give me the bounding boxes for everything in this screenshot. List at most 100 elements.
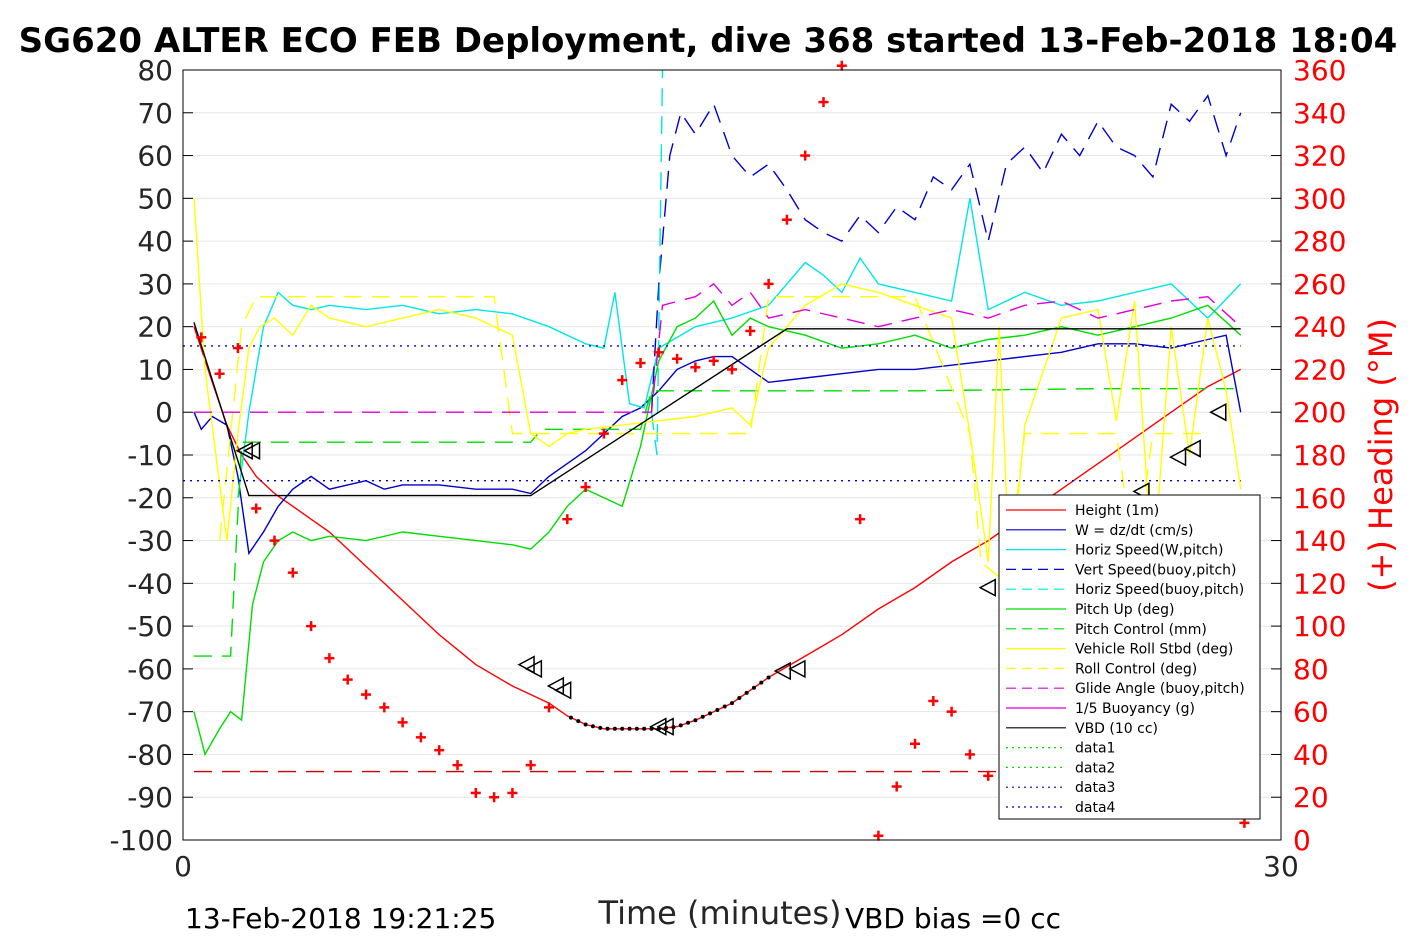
right-tick-label: 80 [1293, 653, 1329, 686]
triangle-markers [235, 402, 1227, 736]
triangle-marker [554, 681, 572, 700]
right-tick-label: 300 [1293, 182, 1346, 215]
triangle-marker [788, 659, 806, 679]
triangle-marker [1183, 439, 1201, 458]
series-line [237, 198, 1242, 498]
legend: Height (1m) W = dz/dt (cm/s) Horiz Speed(W… [998, 494, 1261, 820]
legend-label: Pitch Control (mm) [1075, 622, 1207, 638]
series-line [650, 94, 1242, 413]
height-sample-dot [620, 726, 625, 731]
height-sample-dot [627, 726, 632, 731]
x-tick-label: 0 [174, 850, 192, 883]
left-tick-label: 40 [137, 225, 173, 258]
right-tick-label: 180 [1293, 439, 1346, 472]
height-sample-dot [583, 722, 588, 727]
right-tick-label: 260 [1293, 268, 1346, 301]
triangle-marker [773, 661, 791, 681]
left-tick-label: -60 [127, 653, 173, 686]
left-tick-label: 80 [137, 54, 173, 87]
height-sample-dot [722, 704, 727, 709]
series-line [650, 69, 664, 456]
triangle-marker [1168, 447, 1187, 467]
height-sample-dot [708, 711, 713, 716]
series-line [193, 334, 1242, 556]
left-tick-label: -20 [127, 482, 173, 515]
height-sample-dot [634, 726, 639, 731]
left-tick-label: 30 [137, 268, 173, 301]
left-tick-label: -10 [127, 439, 173, 472]
legend-label: Vehicle Roll Stbd (deg) [1075, 642, 1233, 658]
left-tick-label: 0 [155, 396, 173, 429]
height-sample-dot [576, 719, 581, 724]
right-tick-label: 60 [1293, 696, 1329, 729]
triangle-marker [649, 717, 667, 736]
footer-vbd-bias: VBD bias =0 cc [845, 902, 1061, 935]
right-tick-label: 240 [1293, 311, 1346, 344]
height-sample-dot [590, 724, 595, 729]
legend-label: data4 [1075, 800, 1116, 816]
triangle-marker [1209, 402, 1227, 422]
right-tick-label: 200 [1293, 396, 1346, 429]
right-tick-label: 320 [1293, 140, 1346, 173]
right-tick-label: 160 [1293, 482, 1346, 515]
height-sample-dot [730, 701, 734, 706]
right-tick-label: 20 [1293, 781, 1329, 814]
x-axis-ticks: 0 30 [174, 830, 1299, 883]
x-axis-label: Time (minutes) [598, 894, 842, 932]
legend-label: Horiz Speed(buoy,pitch) [1075, 582, 1244, 598]
legend-label: Glide Angle (buoy,pitch) [1075, 681, 1245, 697]
right-axis-label: (+) Heading (°M) [1362, 318, 1400, 592]
right-tick-label: 100 [1293, 610, 1346, 643]
left-tick-label: -90 [127, 781, 173, 814]
height-sample-dot [737, 695, 742, 700]
height-sample-dot [598, 725, 603, 730]
series-line [218, 296, 1208, 585]
height-sample-dot [759, 680, 764, 685]
left-tick-label: -70 [127, 696, 173, 729]
height-sample-dot [612, 726, 617, 731]
height-sample-dot [715, 707, 720, 712]
left-tick-label: -30 [127, 525, 173, 558]
right-axis-ticks: 3603403203002802602402202001801601401201… [1271, 54, 1346, 857]
right-tick-label: 40 [1293, 738, 1329, 771]
chart-title: SG620 ALTER ECO FEB Deployment, dive 368… [19, 21, 1398, 61]
legend-label: W = dz/dt (cm/s) [1075, 523, 1194, 539]
triangle-marker [978, 578, 996, 597]
right-tick-label: 140 [1293, 525, 1346, 558]
height-sample-dot [678, 723, 683, 728]
right-tick-label: 0 [1293, 824, 1311, 857]
triangle-marker [242, 441, 261, 460]
right-tick-label: 280 [1293, 225, 1346, 258]
right-tick-label: 360 [1293, 54, 1346, 87]
height-sample-dot [605, 726, 610, 731]
legend-label: data1 [1075, 741, 1115, 757]
left-tick-label: 50 [137, 182, 173, 215]
height-sample-dot [766, 675, 771, 680]
height-sample-dot [751, 685, 756, 690]
height-sample-dot [686, 720, 691, 725]
height-sample-dot [693, 718, 698, 723]
left-tick-label: -100 [109, 824, 173, 857]
height-sample-dot [744, 690, 749, 695]
right-tick-label: 340 [1293, 97, 1346, 130]
left-tick-label: 10 [137, 353, 173, 386]
left-tick-label: 60 [137, 140, 173, 173]
left-tick-label: -50 [127, 610, 173, 643]
series-line [194, 282, 1242, 413]
series-line [194, 388, 1241, 657]
legend-label: Roll Control (deg) [1075, 661, 1197, 677]
legend-label: Pitch Up (deg) [1075, 602, 1174, 618]
legend-label: VBD (10 cc) [1075, 721, 1158, 737]
right-tick-label: 120 [1293, 567, 1346, 600]
height-sample-dot [700, 714, 705, 719]
legend-label: data2 [1075, 760, 1115, 776]
x-tick-label: 30 [1263, 850, 1299, 883]
legend-label: Vert Speed(buoy,pitch) [1075, 562, 1237, 578]
legend-label: Height (1m) [1075, 503, 1159, 519]
series-line [193, 198, 1242, 584]
series-line [193, 322, 1241, 497]
legend-label: 1/5 Buoyancy (g) [1075, 701, 1195, 717]
height-sample-dot [568, 715, 573, 720]
legend-label: data3 [1075, 780, 1115, 796]
